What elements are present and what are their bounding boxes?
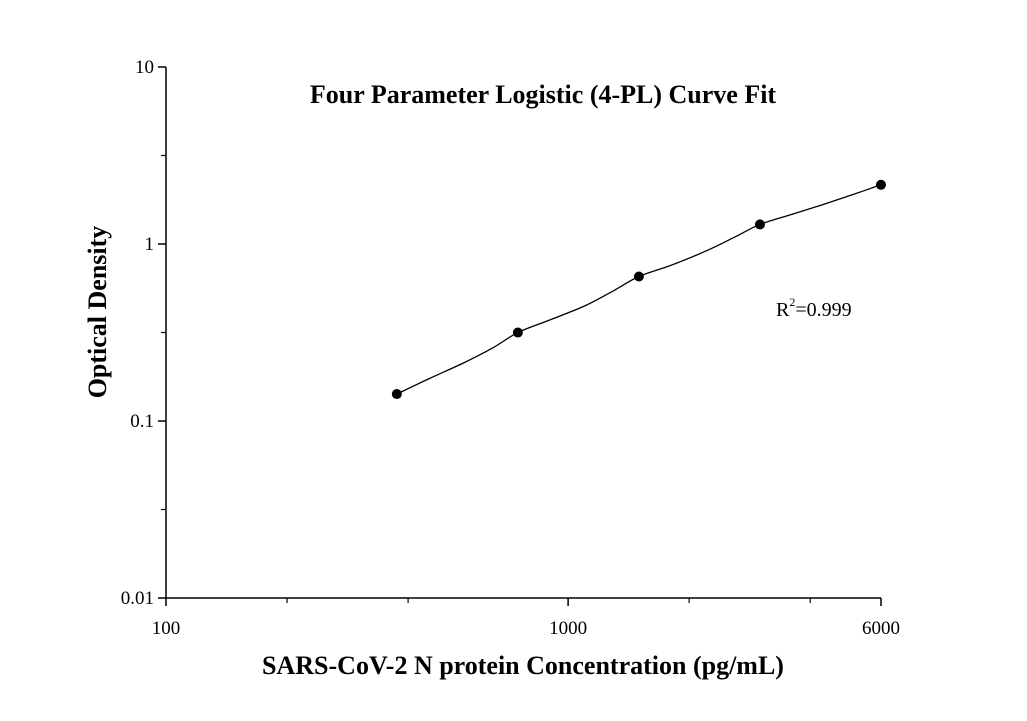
r-squared-annotation: R2=0.999	[776, 295, 852, 321]
y-tick-label: 0.1	[130, 411, 154, 432]
r-squared-value: =0.999	[795, 299, 851, 321]
y-tick-label: 0.01	[121, 588, 154, 609]
axes	[165, 67, 881, 599]
data-point	[512, 327, 523, 338]
data-points-layer	[391, 179, 886, 400]
y-axis-label: Optical Density	[83, 226, 112, 399]
x-tick-label: 6000	[862, 618, 900, 639]
r-squared-base: R	[776, 299, 790, 321]
y-tick-label: 1	[145, 234, 155, 255]
data-point	[633, 271, 644, 282]
x-tick-label: 1000	[549, 618, 587, 639]
x-axis-label: SARS-CoV-2 N protein Concentration (pg/m…	[262, 651, 784, 680]
fit-curve-layer	[396, 184, 882, 395]
r-squared-superscript: 2	[789, 295, 795, 309]
chart-title: Four Parameter Logistic (4-PL) Curve Fit	[310, 80, 777, 109]
x-tick-label: 100	[152, 618, 181, 639]
ticks	[158, 66, 882, 606]
data-point	[754, 219, 765, 230]
y-tick-label: 10	[135, 57, 154, 78]
data-point	[391, 389, 402, 400]
tick-labels: 0.01 0.1 1 10 100 1000 6000	[121, 57, 900, 639]
data-point	[876, 179, 886, 190]
fit-curve	[396, 184, 882, 395]
